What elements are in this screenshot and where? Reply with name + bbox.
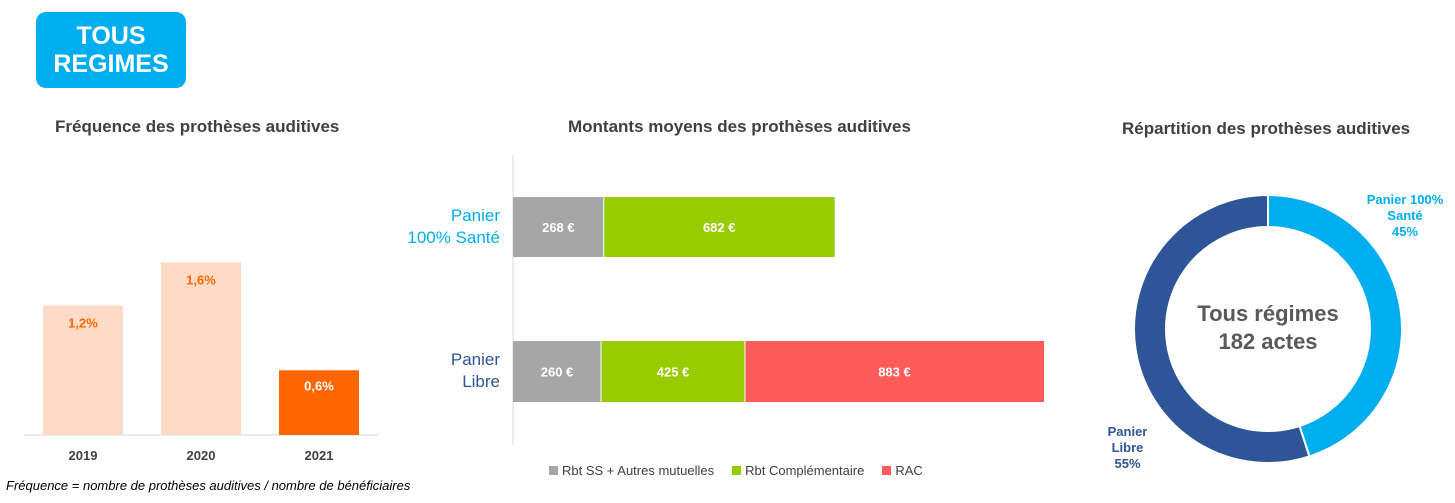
bar-value-label: 0,6% xyxy=(304,378,334,393)
slice-label-line: 45% xyxy=(1391,224,1419,239)
footnote: Fréquence = nombre de prothèses auditive… xyxy=(6,478,411,493)
bar-value-label: 1,2% xyxy=(68,316,98,331)
legend-label: RAC xyxy=(895,463,923,478)
distribution-chart-title: Répartition des prothèses auditives xyxy=(1122,119,1411,138)
segment-value-label: 883 € xyxy=(878,365,911,380)
slice-label-line: Panier 100% xyxy=(1366,192,1444,207)
x-tick-label: 2020 xyxy=(187,448,216,463)
donut-slice-label-libre: Panier Libre 55% xyxy=(1100,424,1155,472)
legend-swatch xyxy=(732,466,742,475)
category-label-libre: Panier Libre xyxy=(451,349,500,393)
stacked-bar-segment xyxy=(603,197,835,257)
category-label-line: Panier xyxy=(450,350,500,369)
bar-value-label: 1,6% xyxy=(186,272,216,287)
bar xyxy=(279,370,359,435)
badge-line-1: TOUS xyxy=(76,22,146,50)
category-label-line: Libre xyxy=(462,372,500,391)
slice-label-line: 55% xyxy=(1114,456,1141,471)
segment-value-label: 682 € xyxy=(703,220,736,235)
legend-item-rac: RAC xyxy=(882,463,923,478)
donut-center-line-2: 182 actes xyxy=(1218,329,1318,354)
segment-value-label: 268 € xyxy=(542,220,575,235)
legend-item-complementaire: Rbt Complémentaire xyxy=(732,463,864,478)
legend-swatch xyxy=(549,466,558,475)
donut-center-line-1: Tous régimes xyxy=(1197,301,1339,326)
x-tick-label: 2019 xyxy=(69,448,98,463)
legend-swatch xyxy=(882,466,892,475)
stacked-bar-segment xyxy=(513,197,604,257)
donut-center-label: Tous régimes 182 actes xyxy=(1168,300,1368,356)
stacked-bar-segment xyxy=(601,341,745,402)
legend-label: Rbt Complémentaire xyxy=(745,463,865,478)
donut-slice xyxy=(1267,193,1403,458)
frequency-chart-title: Fréquence des prothèses auditives xyxy=(55,117,340,136)
donut-slice xyxy=(1133,193,1311,464)
stacked-bar-segment xyxy=(744,341,1044,402)
donut-slice-label-100-sante: Panier 100% Santé 45% xyxy=(1360,192,1450,240)
slice-label-line: Santé xyxy=(1387,208,1423,223)
category-label-100-sante: Panier 100% Santé xyxy=(407,205,500,249)
category-label-line: Panier xyxy=(450,206,500,225)
regime-badge: TOUS REGIMES xyxy=(36,12,186,88)
x-tick-label: 2021 xyxy=(305,448,334,463)
stacked-bar-segment xyxy=(513,341,602,402)
slice-label-line: Panier xyxy=(1107,424,1148,439)
segment-value-label: 260 € xyxy=(541,365,574,380)
badge-line-2: REGIMES xyxy=(53,50,169,78)
bar xyxy=(43,305,123,435)
slice-label-line: Libre xyxy=(1111,440,1144,455)
legend-label: Rbt SS + Autres mutuelles xyxy=(562,463,715,478)
category-label-line: 100% Santé xyxy=(407,228,500,247)
amounts-chart-title: Montants moyens des prothèses auditives xyxy=(568,117,911,136)
legend-item-ss: Rbt SS + Autres mutuelles xyxy=(549,463,714,478)
amounts-legend: Rbt SS + Autres mutuelles Rbt Complément… xyxy=(549,463,923,478)
segment-value-label: 425 € xyxy=(657,365,690,380)
bar xyxy=(161,262,241,435)
